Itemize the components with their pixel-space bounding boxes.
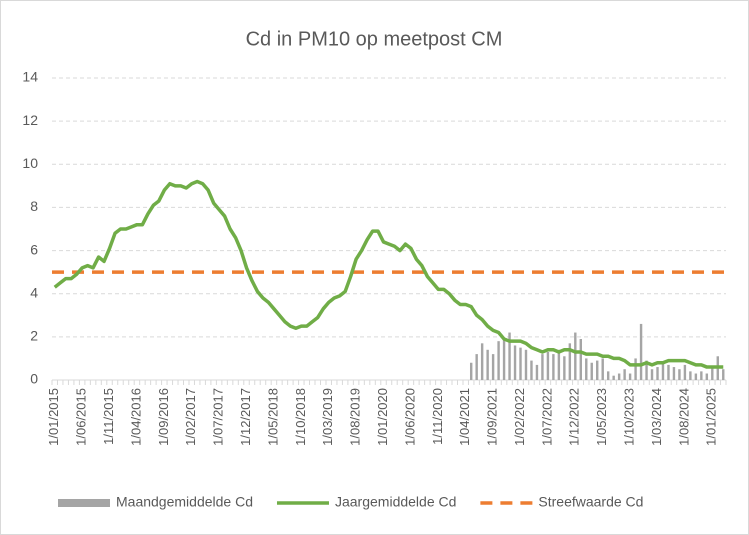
bar — [469, 362, 473, 380]
y-tick-label: 6 — [30, 241, 38, 257]
bar — [541, 354, 544, 380]
y-tick-label: 4 — [30, 284, 38, 300]
x-tick-label: 1/05/2023 — [594, 388, 609, 446]
x-tick-label: 1/01/2020 — [375, 388, 390, 446]
bar — [502, 339, 506, 380]
bar — [508, 332, 511, 380]
x-tick-label: 1/03/2024 — [649, 388, 664, 446]
legend-swatch — [58, 499, 110, 507]
bar — [491, 354, 495, 380]
bar — [689, 371, 692, 380]
x-tick-label: 1/07/2022 — [539, 388, 554, 446]
bar — [634, 358, 637, 380]
bar — [705, 373, 709, 380]
x-tick-label: 1/10/2018 — [293, 388, 308, 446]
x-tick-label: 1/03/2019 — [320, 388, 335, 446]
bar — [617, 373, 621, 380]
x-tick-label: 1/11/2020 — [430, 388, 445, 445]
bar — [546, 351, 550, 380]
bar — [480, 343, 484, 380]
bar — [574, 332, 577, 380]
bar — [552, 354, 555, 380]
bar — [497, 341, 500, 380]
bar — [524, 349, 528, 380]
bar — [568, 343, 572, 380]
bar — [612, 375, 615, 380]
bar — [650, 369, 654, 380]
y-tick-label: 8 — [30, 198, 38, 214]
bar — [601, 358, 604, 380]
bar — [563, 356, 566, 380]
bar — [535, 364, 539, 380]
bar — [486, 349, 489, 380]
x-tick-label: 1/09/2021 — [485, 388, 500, 446]
bar — [645, 360, 648, 380]
bar — [672, 367, 676, 380]
bar — [530, 360, 533, 380]
x-tick-label: 1/01/2025 — [704, 388, 719, 446]
bar — [678, 369, 681, 380]
bar — [667, 364, 670, 380]
bar — [596, 360, 599, 380]
bar — [700, 371, 703, 380]
bar — [513, 345, 517, 380]
x-tick-label: 1/09/2016 — [156, 388, 171, 446]
bar — [475, 354, 478, 380]
x-tick-label: 1/12/2022 — [567, 388, 582, 446]
y-tick-label: 12 — [22, 112, 38, 128]
x-tick-label: 1/08/2024 — [676, 388, 691, 446]
bar — [711, 367, 714, 380]
y-tick-label: 14 — [22, 69, 38, 85]
x-tick-label: 1/06/2015 — [74, 388, 89, 446]
x-tick-label: 1/04/2021 — [457, 388, 472, 446]
x-tick-label: 1/11/2015 — [101, 388, 116, 445]
bar — [639, 323, 643, 380]
bar — [557, 349, 561, 380]
x-tick-label: 1/08/2019 — [348, 388, 363, 446]
y-tick-label: 2 — [30, 328, 38, 344]
bar — [694, 373, 698, 380]
x-tick-label: 1/02/2017 — [183, 388, 198, 446]
y-tick-label: 10 — [22, 155, 38, 171]
bar — [590, 362, 593, 380]
x-tick-label: 1/04/2016 — [128, 388, 143, 446]
legend-label: Jaargemiddelde Cd — [335, 494, 456, 510]
bar — [656, 367, 659, 380]
x-tick-label: 1/02/2022 — [512, 388, 527, 446]
x-tick-label: 1/12/2017 — [238, 388, 253, 446]
chart-title: Cd in PM10 op meetpost CM — [246, 28, 503, 50]
bar — [606, 371, 610, 380]
bar — [623, 369, 626, 380]
bar — [628, 373, 632, 380]
bar — [585, 358, 588, 380]
x-tick-label: 1/05/2018 — [265, 388, 280, 446]
legend-label: Maandgemiddelde Cd — [116, 494, 253, 510]
legend-label: Streefwaarde Cd — [538, 494, 643, 510]
bar — [579, 339, 582, 380]
bar — [722, 369, 725, 380]
x-tick-label: 1/07/2017 — [211, 388, 226, 446]
x-tick-label: 1/10/2023 — [622, 388, 637, 446]
bar — [519, 347, 522, 380]
bar — [683, 364, 687, 380]
x-tick-label: 1/01/2015 — [46, 388, 61, 446]
line — [53, 179, 724, 369]
y-tick-label: 0 — [30, 371, 38, 387]
bar — [661, 362, 665, 380]
x-tick-label: 1/06/2020 — [402, 388, 417, 446]
